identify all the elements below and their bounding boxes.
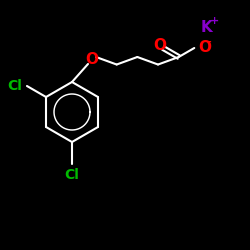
Text: +: +: [210, 16, 219, 26]
Text: O: O: [198, 40, 211, 56]
Text: Cl: Cl: [64, 168, 80, 182]
Text: O: O: [86, 52, 98, 68]
Text: Cl: Cl: [7, 79, 22, 93]
Text: O: O: [154, 38, 166, 54]
Text: K: K: [200, 20, 212, 36]
Text: −: −: [202, 37, 212, 47]
